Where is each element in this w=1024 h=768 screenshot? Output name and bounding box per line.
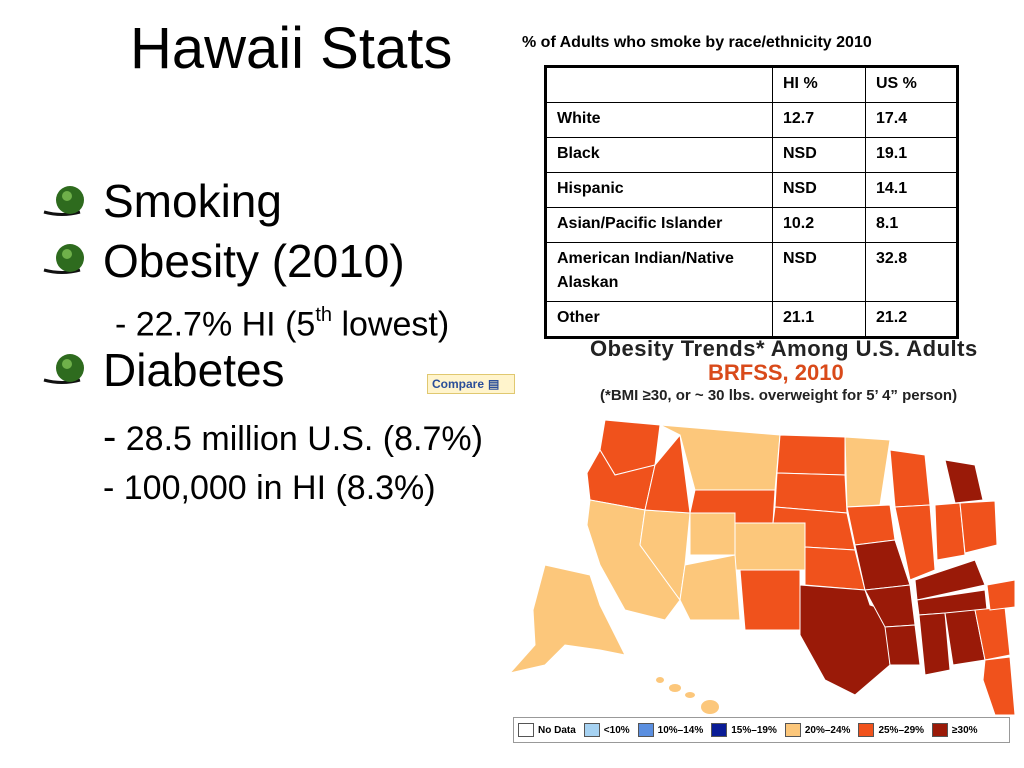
table-cell: Black <box>546 137 773 173</box>
table-row: American Indian/Native Alaskan NSD 32.8 <box>546 242 957 302</box>
table-cell: American Indian/Native Alaskan <box>546 242 773 302</box>
table-row: White 12.7 17.4 <box>546 102 957 138</box>
legend-item: ≥30% <box>932 723 978 737</box>
table-cell: 21.2 <box>865 301 957 337</box>
map-legend: No Data <10% 10%–14% 15%–19% 20%–24% 25%… <box>513 717 1010 743</box>
compare-button[interactable]: Compare ▤ <box>427 374 515 394</box>
table-caption: % of Adults who smoke by race/ethnicity … <box>522 34 872 51</box>
table-cell: NSD <box>772 137 866 173</box>
table-cell: 17.4 <box>865 102 957 138</box>
legend-swatch <box>932 723 949 737</box>
legend-swatch <box>637 723 654 737</box>
table-header-cell: US % <box>865 67 957 103</box>
table-cell: NSD <box>772 172 866 208</box>
legend-swatch <box>518 723 534 737</box>
table-row: Black NSD 19.1 <box>546 137 957 173</box>
map-note: (*BMI ≥30, or ~ 30 lbs. overweight for 5… <box>600 387 958 404</box>
legend-swatch <box>711 723 728 737</box>
table-cell: Hispanic <box>546 172 773 208</box>
obesity-detail: - 22.7% HI (5th lowest) <box>115 304 450 344</box>
table-cell: 12.7 <box>772 102 866 138</box>
legend-item: 25%–29% <box>858 723 924 737</box>
bullet-icon <box>43 244 84 274</box>
bullet-smoking: Smoking <box>103 175 282 227</box>
map-subtitle: BRFSS, 2010 <box>708 360 844 385</box>
table-row: Asian/Pacific Islander 10.2 8.1 <box>546 207 957 243</box>
legend-item: No Data <box>518 723 576 737</box>
table-cell: 8.1 <box>865 207 957 243</box>
table-cell: Other <box>546 301 773 337</box>
table-cell: 19.1 <box>865 137 957 173</box>
table-header-cell <box>546 67 773 103</box>
diabetes-hi: - 100,000 in HI (8.3%) <box>103 469 436 507</box>
bullet-icon <box>43 354 84 384</box>
compare-icon: ▤ <box>488 377 500 391</box>
smoking-table: HI % US % White 12.7 17.4 Black NSD 19.1… <box>544 65 959 339</box>
table-cell: 10.2 <box>772 207 866 243</box>
table-cell: 21.1 <box>772 301 866 337</box>
table-cell: NSD <box>772 242 866 302</box>
table-cell: Asian/Pacific Islander <box>546 207 773 243</box>
table-row: Hispanic NSD 14.1 <box>546 172 957 208</box>
bullet-icon <box>43 186 84 216</box>
legend-swatch <box>858 723 875 737</box>
table-cell: 14.1 <box>865 172 957 208</box>
table-header-row: HI % US % <box>546 67 957 103</box>
legend-item: 10%–14% <box>637 723 703 737</box>
diabetes-us: - 28.5 million U.S. (8.7%) <box>103 415 483 459</box>
legend-item: 20%–24% <box>784 723 850 737</box>
table-row: Other 21.1 21.2 <box>546 301 957 337</box>
table-cell: White <box>546 102 773 138</box>
bullet-obesity: Obesity (2010) <box>103 235 405 287</box>
legend-item: 15%–19% <box>711 723 777 737</box>
bullet-diabetes: Diabetes <box>103 344 285 396</box>
table-header-cell: HI % <box>772 67 866 103</box>
legend-item: <10% <box>583 723 630 737</box>
legend-swatch <box>583 723 600 737</box>
slide-title: Hawaii Stats <box>130 16 453 81</box>
table-cell: 32.8 <box>865 242 957 302</box>
legend-swatch <box>784 723 801 737</box>
us-obesity-map <box>508 419 1015 715</box>
map-title: Obesity Trends* Among U.S. Adults <box>590 336 978 361</box>
